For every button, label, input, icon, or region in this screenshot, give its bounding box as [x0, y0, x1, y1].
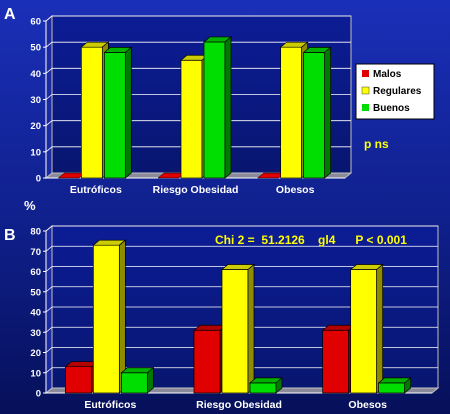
gridline [45, 15, 351, 22]
y-tick-label: 10 [30, 147, 41, 158]
gridline [45, 146, 351, 153]
bar-buenos-side [124, 46, 132, 179]
chart-a: 0 10 20 30 40 50 60 Eutróficos Riesgo Obesidad Ob… [30, 14, 353, 196]
bar-malos [64, 366, 92, 394]
y-tick-label: 80 [30, 227, 41, 238]
x-tick-label: Obesos [348, 399, 387, 411]
bar-regulares-side [376, 263, 384, 394]
annotation-chi-square: Chi 2 = 51.2126 gl4 P < 0.001 [215, 233, 407, 247]
bar-buenos [303, 52, 326, 179]
bar-buenos-side [224, 36, 232, 179]
x-tick-label: Eutróficos [70, 184, 122, 196]
y-tick-label: 40 [30, 308, 41, 319]
legend-label-regulares: Regulares [373, 86, 422, 97]
gridline [45, 286, 438, 293]
x-tick-label: Eutróficos [84, 399, 136, 411]
y-tick-label: 50 [30, 43, 41, 54]
bar-regulares [80, 46, 103, 179]
y-tick-label: 10 [30, 368, 41, 379]
gridline [45, 347, 438, 353]
legend-label-malos: Malos [373, 69, 402, 80]
x-tick-label: Riesgo Obesidad [196, 399, 282, 411]
bar-regulares [180, 59, 203, 179]
y-tick-label: 20 [30, 348, 41, 359]
y-tick-label: 60 [30, 17, 41, 28]
gridline [45, 94, 351, 100]
legend: Malos Regulares Buenos [355, 63, 435, 120]
legend-label-buenos: Buenos [373, 103, 410, 114]
legend-swatch-malos [362, 70, 369, 77]
y-axis-label-percent: % [24, 198, 36, 213]
y-tick-label: 0 [36, 174, 41, 185]
gridline [45, 326, 438, 333]
bar-buenos [120, 372, 148, 394]
panel-b: B 0 10 20 30 40 50 60 70 80 Eutróficos Riesgo Obes… [4, 224, 440, 411]
bar-malos [193, 329, 221, 394]
gridline [45, 225, 438, 232]
gridline [45, 367, 438, 374]
y-tick-label: 70 [30, 247, 41, 258]
bar-buenos-side [404, 377, 412, 394]
panel-label-b: B [4, 227, 16, 244]
y-tick-label: 0 [36, 389, 41, 400]
annotation-p-ns: p ns [364, 137, 389, 151]
chart-b: 0 10 20 30 40 50 60 70 80 Eutróficos Riesgo Obesid… [30, 224, 440, 411]
bar-buenos [378, 382, 406, 394]
x-tick-label: Riesgo Obesidad [153, 184, 239, 196]
bar-regulares [221, 269, 249, 394]
gridline [45, 306, 438, 313]
y-tick-label: 30 [30, 95, 41, 106]
bar-buenos-side [146, 367, 154, 394]
gridline [45, 120, 351, 126]
gridline [45, 266, 438, 272]
bar-regulares [350, 269, 378, 394]
bar-regulares [280, 46, 303, 179]
bar-buenos [203, 41, 226, 179]
bar-malos [322, 329, 350, 394]
bar-regulares-side [247, 263, 255, 394]
y-tick-label: 60 [30, 267, 41, 278]
gridline [45, 41, 351, 48]
gridline [45, 67, 351, 74]
bar-regulares [92, 244, 120, 394]
panel-a: A 0 10 20 30 40 50 60 Eutróficos Riesgo Obesidad… [4, 6, 435, 196]
bar-buenos-side [275, 377, 283, 394]
x-tick-label: Obesos [276, 184, 315, 196]
bar-buenos [103, 52, 126, 179]
gridline [45, 245, 438, 252]
bar-buenos [249, 382, 277, 394]
y-tick-label: 50 [30, 287, 41, 298]
legend-swatch-regulares [361, 86, 370, 95]
legend-swatch-buenos [362, 104, 369, 111]
bar-buenos-side [324, 46, 332, 179]
panel-label-a: A [4, 6, 16, 23]
y-tick-label: 40 [30, 69, 41, 80]
y-tick-label: 30 [30, 328, 41, 339]
y-tick-label: 20 [30, 121, 41, 132]
